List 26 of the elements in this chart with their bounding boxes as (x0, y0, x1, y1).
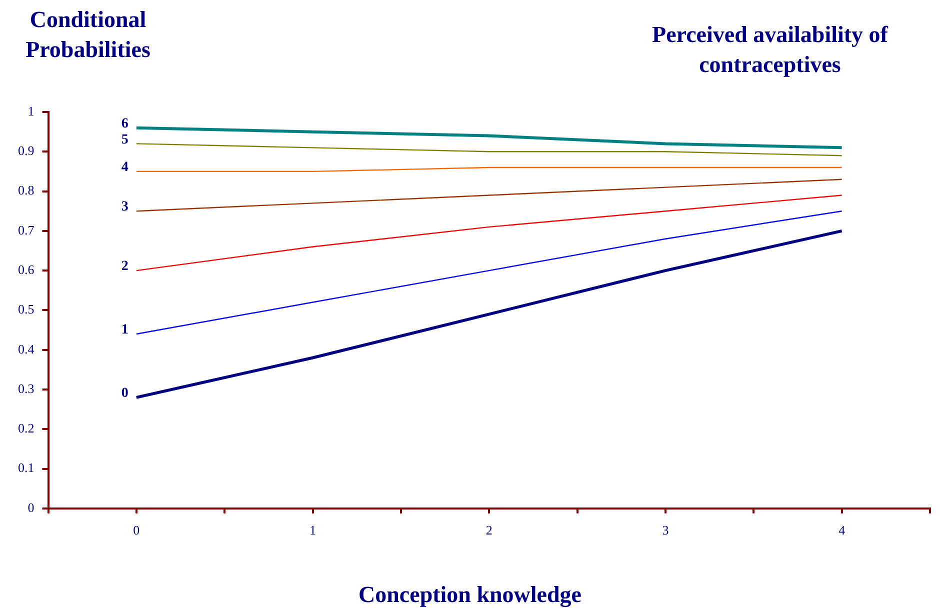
series-label: 4 (121, 160, 128, 176)
y-tick-label: 0 (28, 500, 34, 515)
series-label: 1 (121, 322, 128, 338)
series-label: 0 (121, 386, 128, 402)
x-tick-label: 1 (310, 522, 316, 538)
series-label: 2 (121, 259, 128, 274)
x-tick-label: 3 (662, 522, 669, 538)
y-tick-label: 0.9 (18, 143, 34, 158)
series-label: 3 (121, 200, 128, 215)
y-tick-label: 0.2 (18, 420, 34, 436)
series-label: 6 (121, 116, 128, 132)
y-axis-title: Conditional Probabilities (24, 6, 152, 64)
y-tick-label: 0.1 (18, 460, 34, 476)
y-tick-label: 0.5 (18, 302, 34, 317)
series-label: 5 (121, 132, 128, 148)
x-axis-title: Conception knowledge (358, 581, 582, 610)
legend-title: Perceived availability of contraceptives (651, 21, 890, 79)
y-tick-label: 0.7 (18, 222, 35, 238)
y-tick-label: 0.8 (18, 182, 34, 198)
x-tick-label: 2 (486, 522, 492, 538)
x-tick-label: 4 (838, 522, 846, 538)
y-tick-label: 0.3 (18, 380, 34, 396)
x-tick-label: 0 (133, 522, 140, 538)
y-tick-label: 0.4 (18, 341, 35, 356)
y-tick-label: 0.6 (18, 262, 35, 277)
y-tick-label: 1 (28, 103, 34, 118)
